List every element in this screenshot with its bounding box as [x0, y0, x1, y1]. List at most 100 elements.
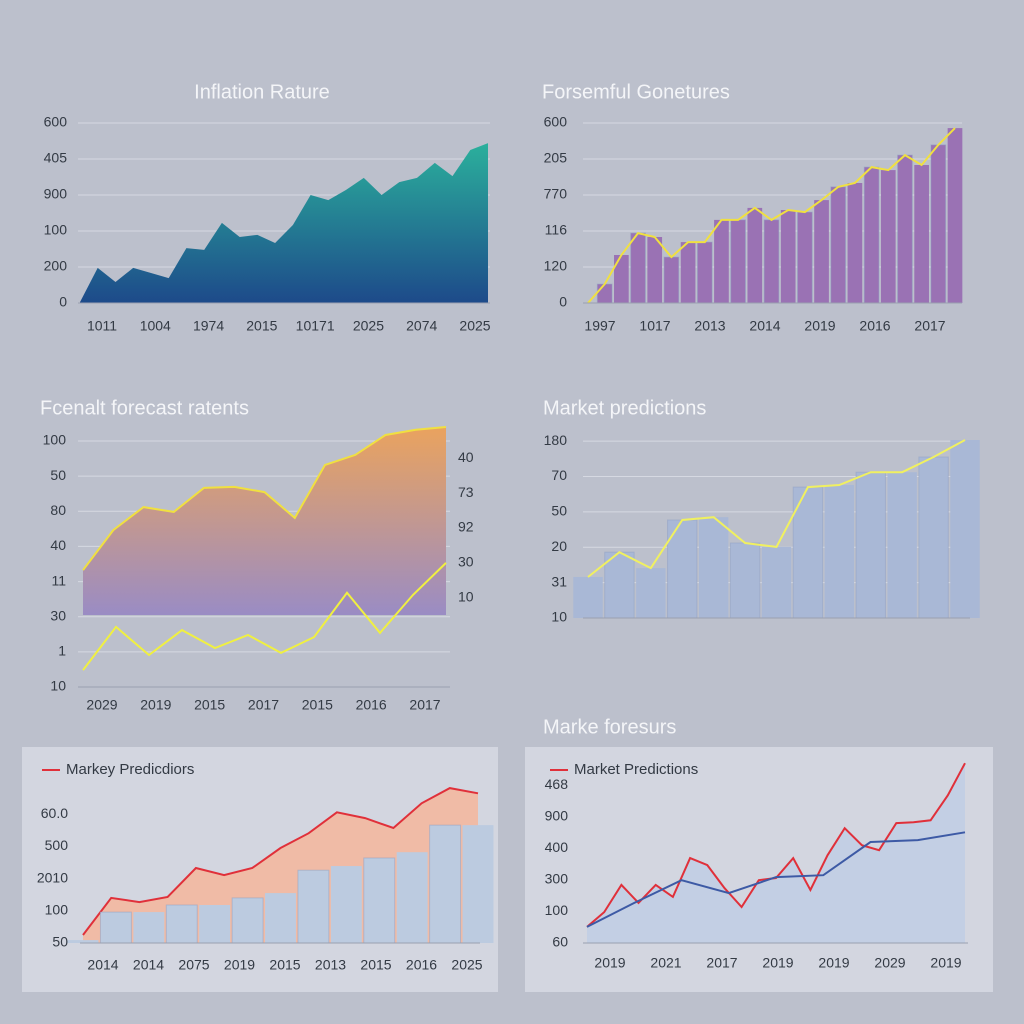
bar: [780, 210, 796, 303]
y-tick-label: 60: [552, 934, 568, 950]
y-tick-label: 180: [544, 432, 568, 448]
bar: [199, 905, 231, 943]
bar: [604, 551, 635, 619]
x-tick-label: 2015: [360, 957, 391, 973]
bar: [847, 183, 863, 303]
y-tick-label: 0: [59, 294, 67, 310]
y2-tick-label: 92: [458, 519, 474, 535]
y2-tick-label: 10: [458, 588, 474, 604]
chart-title: Market predictions: [543, 397, 706, 419]
bar: [714, 219, 729, 303]
y-tick-label: 2010: [37, 869, 68, 885]
bar: [573, 576, 603, 618]
y-tick-label: 205: [544, 150, 568, 166]
y-tick-label: 1: [58, 643, 66, 659]
bar: [265, 893, 296, 943]
y-tick-label: 31: [551, 573, 567, 589]
y-tick-label: 300: [545, 871, 569, 887]
y-tick-label: 70: [551, 467, 567, 483]
x-tick-label: 2025: [451, 957, 482, 973]
x-tick-label: 2029: [86, 697, 117, 713]
area-line: [82, 426, 447, 571]
bar: [763, 219, 780, 304]
bar-outline: [587, 439, 966, 578]
bar: [887, 472, 917, 618]
x-tick-label: 2017: [706, 955, 737, 971]
y-tick-label: 100: [43, 432, 67, 448]
y-tick-label: 80: [50, 502, 66, 518]
bar: [930, 144, 947, 304]
y-tick-label: 100: [545, 902, 569, 918]
x-tick-label: 2016: [406, 957, 437, 973]
x-tick-label: 2017: [248, 697, 279, 713]
area: [83, 427, 446, 615]
bar: [596, 283, 613, 304]
x-tick-label: 10171: [296, 318, 335, 334]
y-tick-label: 900: [44, 186, 68, 202]
legend-label: Market Predictions: [574, 761, 698, 778]
x-tick-label: 2019: [818, 955, 849, 971]
y-tick-label: 400: [545, 839, 569, 855]
y-tick-label: 20: [551, 538, 567, 554]
bar: [614, 255, 629, 303]
bar: [863, 166, 880, 304]
bar: [630, 232, 646, 304]
x-tick-label: 1011: [87, 318, 117, 334]
y-tick-label: 50: [50, 467, 66, 483]
bar: [814, 200, 829, 303]
area-line: [82, 787, 479, 936]
x-tick-label: 2013: [315, 957, 346, 973]
line: [586, 831, 966, 928]
bar: [429, 824, 462, 944]
x-tick-label: 2029: [874, 955, 905, 971]
bar: [914, 165, 929, 303]
bar: [680, 242, 696, 303]
x-tick-label: 2021: [650, 955, 681, 971]
bar: [947, 128, 963, 303]
bar: [636, 568, 666, 618]
x-tick-label: 2019: [224, 957, 255, 973]
x-tick-label: 2025: [353, 318, 384, 334]
x-tick-label: 2017: [409, 697, 440, 713]
x-tick-label: 2016: [859, 318, 890, 334]
x-tick-label: 2025: [459, 318, 490, 334]
y-tick-label: 770: [544, 186, 568, 202]
y-tick-label: 0: [559, 294, 567, 310]
area: [587, 763, 965, 943]
x-tick-label: 2019: [930, 955, 961, 971]
bar: [663, 256, 680, 304]
bar: [730, 219, 746, 304]
y-tick-label: 30: [50, 607, 66, 623]
y-tick-label: 50: [52, 934, 68, 950]
y-tick-label: 100: [44, 222, 68, 238]
bar: [647, 237, 663, 303]
x-tick-label: 2074: [406, 318, 437, 334]
bar: [797, 211, 813, 304]
x-tick-label: 2013: [694, 318, 725, 334]
y-tick-label: 100: [45, 902, 69, 918]
x-tick-label: 1017: [639, 318, 670, 334]
x-tick-label: 2019: [594, 955, 625, 971]
chart-title: Inflation Rature: [194, 81, 330, 103]
y-tick-label: 10: [50, 678, 66, 694]
bar: [696, 241, 713, 304]
bar: [761, 546, 792, 618]
bar: [698, 517, 729, 618]
x-tick-label: 1997: [584, 318, 615, 334]
bar: [462, 825, 494, 943]
x-tick-label: 2075: [178, 957, 209, 973]
x-tick-label: 1004: [140, 318, 171, 334]
y-tick-label: 60.0: [41, 805, 68, 821]
bar: [231, 897, 264, 944]
chart-title: Fcenalt forecast ratents: [40, 397, 249, 419]
y2-tick-label: 30: [458, 553, 474, 569]
y-tick-label: 200: [44, 258, 68, 274]
bar: [897, 154, 913, 304]
bar: [729, 542, 761, 619]
x-tick-label: 2016: [356, 697, 387, 713]
y2-tick-label: 73: [458, 484, 474, 500]
bar: [363, 857, 396, 944]
x-tick-label: 2015: [246, 318, 277, 334]
y-tick-label: 600: [44, 114, 68, 130]
